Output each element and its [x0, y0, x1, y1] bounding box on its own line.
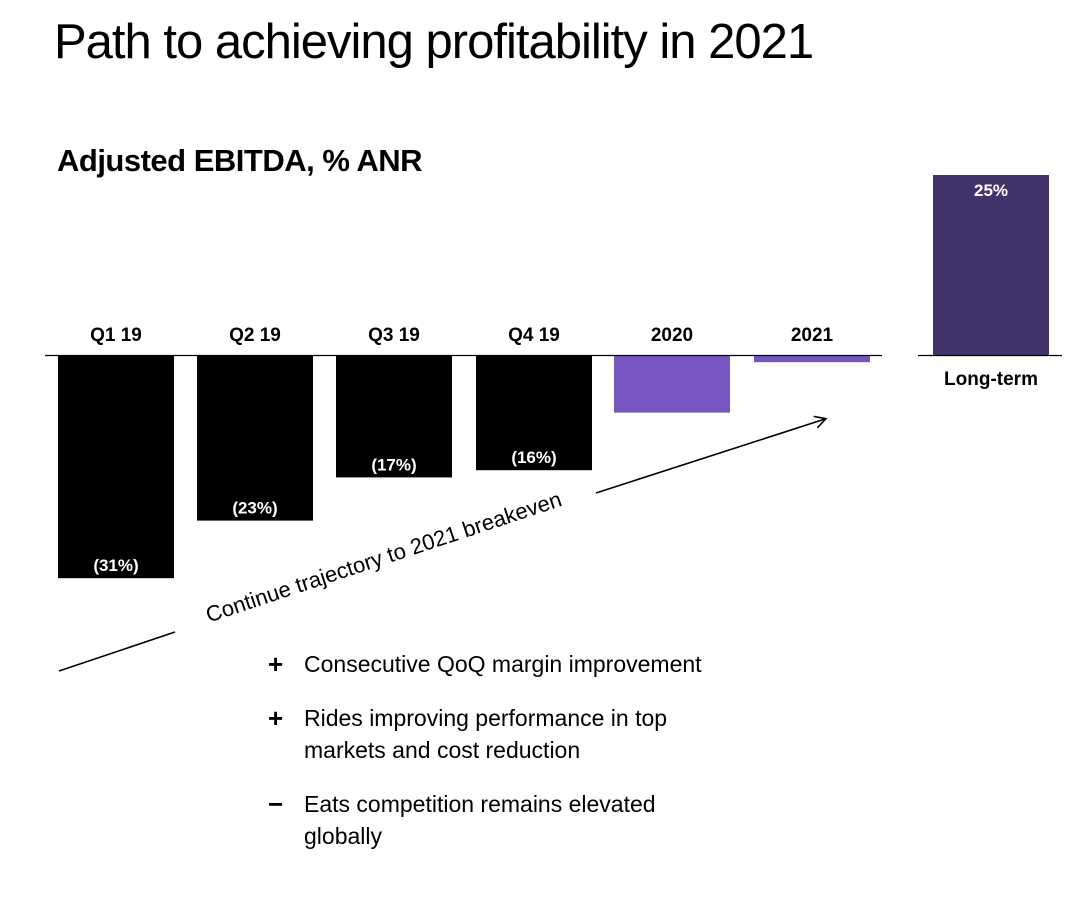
plus-icon: +: [268, 703, 284, 733]
category-label-q1-19: Q1 19: [90, 325, 142, 346]
minus-icon: −: [268, 789, 284, 819]
bullet-text: Consecutive QoQ margin improvement: [304, 651, 702, 677]
data-label-q4-19: (16%): [511, 448, 556, 467]
data-label-q2-19: (23%): [232, 499, 277, 518]
bar-q2-19: [197, 355, 313, 521]
bar-2020: [614, 355, 730, 413]
page-title: Path to achieving profitability in 2021: [54, 15, 814, 69]
trajectory-arrow: [595, 415, 828, 494]
bar-q4-19: [476, 355, 592, 471]
chart-title: Adjusted EBITDA, % ANR: [57, 143, 423, 178]
data-label-q1-19: (31%): [93, 556, 138, 575]
data-label-long-term: 25%: [974, 181, 1008, 200]
bullet-item: − Eats competition remains elevated glob…: [268, 788, 704, 852]
plus-icon: +: [268, 649, 284, 679]
data-label-q3-19: (17%): [371, 455, 416, 474]
category-label-long-term: Long-term: [944, 369, 1038, 390]
category-label-q4-19: Q4 19: [508, 325, 560, 346]
bullet-list: + Consecutive QoQ margin improvement + R…: [268, 648, 704, 874]
bar-2021: [754, 355, 870, 363]
bullet-item: + Consecutive QoQ margin improvement: [268, 648, 704, 680]
category-label-q2-19: Q2 19: [229, 325, 281, 346]
category-label-2021: 2021: [791, 325, 834, 346]
category-label-2020: 2020: [651, 325, 693, 346]
bullet-text: Rides improving performance in top marke…: [304, 705, 668, 763]
bar-long-term: [933, 175, 1049, 355]
trajectory-line-lower: [58, 631, 176, 672]
bullet-item: + Rides improving performance in top mar…: [268, 702, 704, 766]
bar-q1-19: [58, 355, 174, 579]
bar-q3-19: [336, 355, 452, 478]
category-label-q3-19: Q3 19: [368, 325, 420, 346]
bullet-text: Eats competition remains elevated global…: [304, 791, 656, 849]
